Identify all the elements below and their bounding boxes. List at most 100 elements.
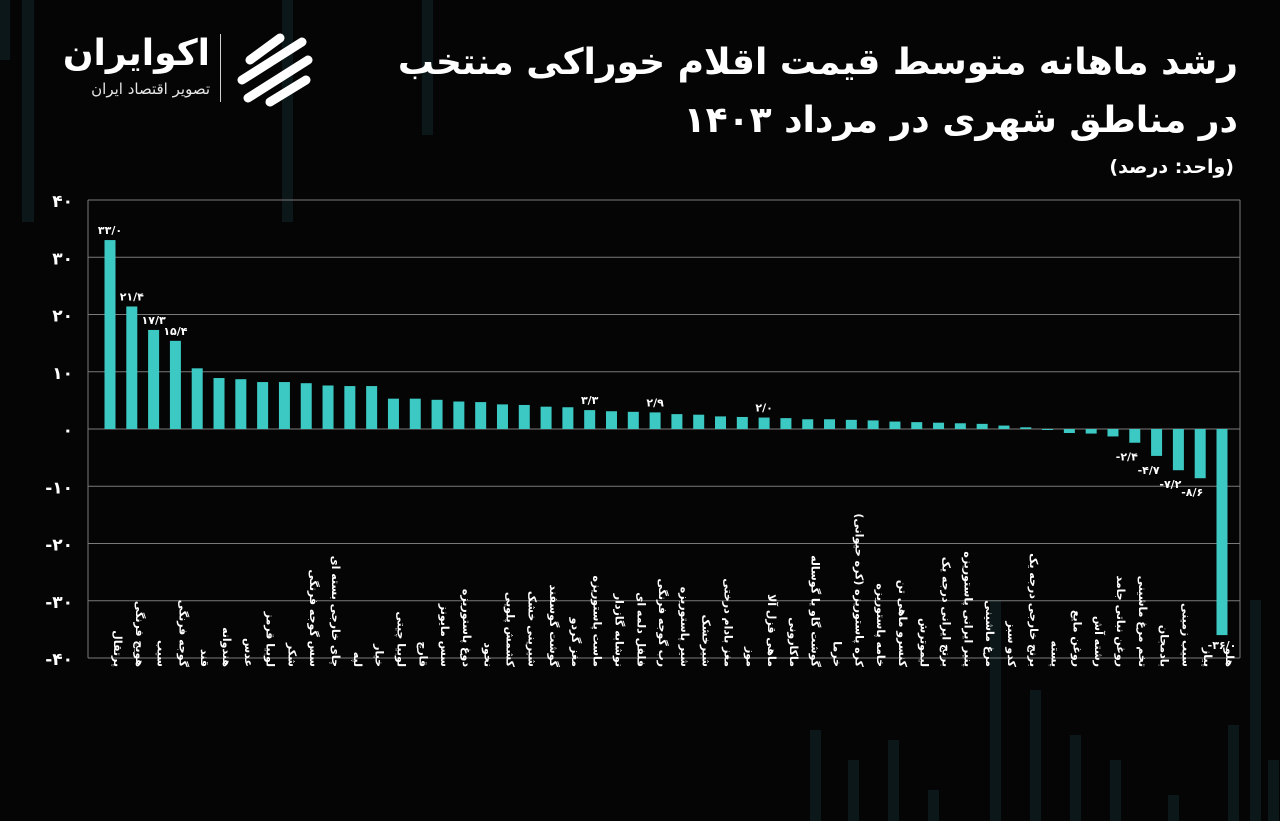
x-tick-label: شکر — [285, 642, 298, 667]
data-label: ۳/۳ — [581, 394, 599, 407]
bar — [736, 416, 748, 429]
x-tick-label: سس گوجه فرنگی — [307, 569, 320, 667]
x-tick-label: پرتقال — [111, 630, 124, 667]
x-tick-label: ماکارونی — [787, 617, 800, 667]
x-tick-label: چای خارجی بسته ای — [329, 556, 342, 667]
bar — [278, 382, 290, 429]
bar — [126, 306, 138, 429]
x-tick-label: موز — [743, 646, 756, 667]
bar — [191, 368, 203, 429]
x-tick-label: دوغ پاستوریزه — [460, 589, 473, 667]
bar — [824, 419, 836, 429]
y-tick-label: ۱۰ — [52, 364, 73, 384]
data-label: -۴/۷ — [1138, 464, 1160, 477]
chart-title-line-2: در مناطق شهری در مرداد ۱۴۰۳ — [683, 100, 1238, 141]
bar — [1129, 429, 1141, 443]
bar — [366, 386, 378, 429]
x-tick-label: پنیر ایرانی پاستوریزه — [961, 551, 974, 667]
bar — [1194, 429, 1206, 479]
bar — [475, 402, 487, 429]
data-label: -۳۶/۰ — [1208, 639, 1237, 652]
x-tick-label: برنج خارجی درجه یک — [1027, 553, 1040, 667]
bar — [802, 419, 814, 429]
bar — [518, 404, 530, 429]
y-tick-label: ۳۰ — [52, 249, 73, 269]
bar — [1042, 429, 1054, 430]
y-tick-label: -۱۰ — [45, 478, 73, 498]
brand-logo: اکوایران تصویر اقتصاد ایران — [50, 30, 320, 110]
y-tick-label: ۴۰ — [52, 192, 73, 212]
x-tick-label: کنسرو ماهی تن — [896, 580, 909, 668]
data-label: ۲/۹ — [646, 396, 664, 409]
data-label: -۷/۲ — [1159, 478, 1181, 491]
bar — [387, 398, 399, 429]
x-tick-label: ماست پاستوریزه — [591, 576, 604, 668]
bar — [1151, 429, 1163, 456]
x-tick-label: لوبیا قرمز — [264, 611, 277, 667]
x-tick-label: گوجه فرنگی — [176, 600, 189, 668]
x-tick-label: پسته — [1049, 641, 1062, 668]
bar — [322, 385, 334, 429]
x-tick-label: ماهی قزل آلا — [765, 594, 779, 667]
bar — [1216, 429, 1228, 636]
x-tick-label: کره پاستوریزه (کره حیوانی) — [852, 513, 865, 667]
bar — [649, 412, 661, 429]
x-tick-label: رشته آش — [1092, 616, 1106, 667]
x-tick-label: مغز بادام درختی — [722, 578, 735, 667]
bar — [148, 329, 160, 429]
bar — [758, 417, 770, 429]
bar — [1107, 429, 1119, 437]
x-tick-label: خامه پاستوریزه — [874, 583, 887, 667]
x-tick-label: هویج فرنگی — [133, 601, 146, 667]
x-tick-label: خیار — [373, 643, 386, 667]
x-tick-label: قارچ — [415, 641, 429, 667]
x-tick-label: سس مایونز — [438, 603, 451, 667]
y-tick-label: -۳۰ — [45, 593, 73, 613]
data-label: ۳۳/۰ — [98, 224, 122, 237]
bar — [867, 420, 879, 429]
y-tick-label: -۲۰ — [45, 536, 73, 556]
brand-tagline: تصویر اقتصاد ایران — [91, 80, 210, 98]
data-label: -۸/۶ — [1181, 486, 1203, 499]
bar — [584, 410, 596, 429]
bar — [562, 407, 574, 429]
x-tick-label: خرما — [831, 641, 844, 667]
bar — [1020, 427, 1032, 429]
x-tick-label: سیب — [155, 640, 168, 667]
bar — [976, 423, 988, 429]
brand-name: اکوایران — [62, 33, 210, 74]
x-tick-label: گوشت گاو یا گوساله — [809, 555, 822, 668]
data-label: ۲۱/۴ — [120, 290, 144, 303]
bar — [627, 411, 639, 429]
bar — [540, 406, 552, 429]
bar — [889, 421, 901, 429]
logo-divider — [220, 34, 221, 102]
x-tick-label: روغن مایع — [1070, 610, 1083, 667]
x-tick-label: مرغ ماشینی — [983, 600, 996, 667]
bar — [671, 414, 683, 429]
bar — [235, 379, 247, 429]
x-tick-label: عدس — [242, 638, 255, 667]
data-label: -۲/۴ — [1116, 451, 1138, 464]
bar — [845, 419, 857, 429]
x-tick-label: فلفل دلمه ای — [634, 592, 647, 667]
brand-mark-icon — [237, 33, 313, 107]
bar — [605, 411, 617, 429]
bar — [496, 404, 508, 429]
x-tick-label: لپه — [351, 652, 364, 667]
x-tick-label: کشمش پلویی — [503, 592, 516, 668]
x-tick-label: پیاز — [1201, 647, 1214, 667]
bar — [780, 418, 792, 429]
x-tick-label: برنج ایرانی درجه یک — [940, 557, 953, 667]
bar — [104, 240, 116, 429]
bar — [169, 340, 181, 429]
bar — [954, 423, 966, 429]
x-tick-label: بادمجان — [1158, 625, 1171, 667]
x-tick-label: نوشابه گازدار — [612, 593, 625, 667]
x-tick-label: سیب زمینی — [1179, 603, 1192, 667]
y-tick-label: ۲۰ — [52, 307, 73, 327]
x-tick-label: شیرینی خشک — [525, 591, 538, 667]
x-tick-label: تخم مرغ ماشینی — [1136, 576, 1149, 667]
x-tick-label: رب گوجه فرنگی — [656, 578, 669, 667]
